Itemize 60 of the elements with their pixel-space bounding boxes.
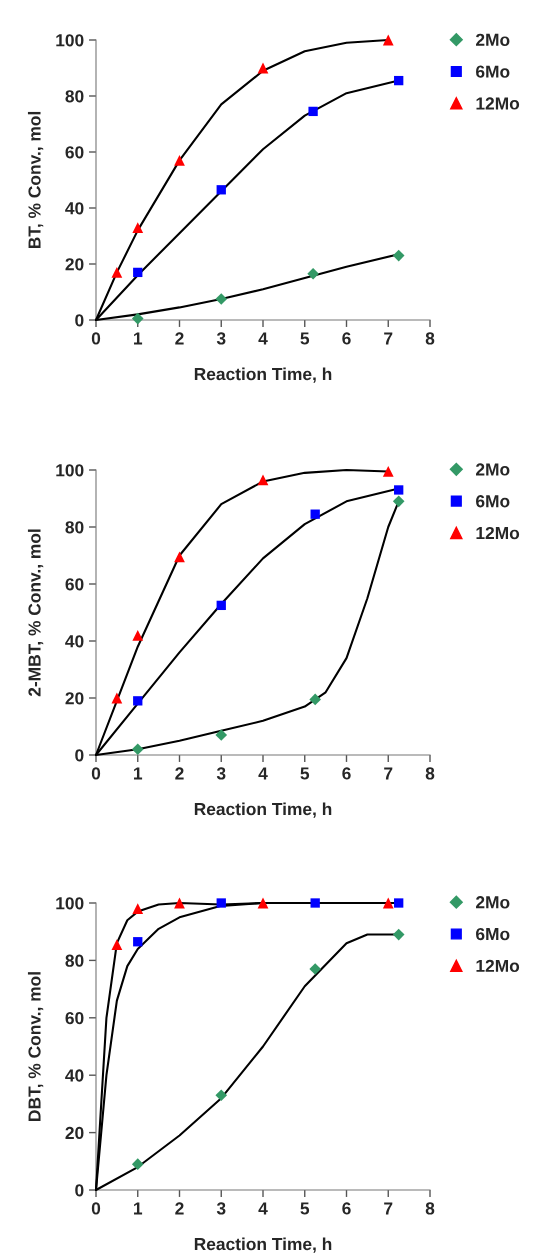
x-tick-label: 2 (175, 767, 184, 780)
legend-label: 6Mo (476, 495, 510, 508)
y-tick-label: 60 (65, 1011, 84, 1025)
x-tick-label: 5 (300, 1202, 310, 1215)
legend-label: 2Mo (476, 896, 510, 909)
x-tick-label: 0 (91, 1202, 101, 1215)
x-tick-label: 4 (258, 332, 268, 345)
x-tick-label: 6 (342, 332, 351, 345)
y-tick-label: 60 (65, 578, 84, 591)
x-tick-label: 5 (300, 332, 310, 345)
x-tick-label: 6 (342, 767, 351, 780)
x-tick-label: 4 (258, 1202, 268, 1215)
y-axis-title: 2-MBT, % Conv., mol (27, 529, 44, 697)
x-tick-label: 3 (216, 332, 226, 345)
x-tick-label: 0 (91, 332, 101, 345)
x-tick-label: 5 (300, 767, 310, 780)
y-tick-label: 40 (65, 202, 84, 215)
x-tick-label: 7 (384, 332, 393, 345)
y-tick-label: 100 (56, 464, 84, 477)
y-tick-label: 80 (65, 90, 84, 103)
y-tick-label: 20 (65, 1126, 84, 1140)
legend-label: 6Mo (476, 65, 510, 78)
y-axis-title: DBT, % Conv., mol (27, 972, 44, 1121)
y-tick-label: 100 (56, 897, 84, 910)
x-axis-title: Reaction Time, h (194, 802, 332, 818)
y-tick-label: 80 (65, 954, 84, 967)
x-tick-label: 6 (342, 1202, 351, 1215)
legend-label: 12Mo (476, 959, 520, 973)
y-tick-label: 40 (65, 1069, 84, 1082)
legend-label: 6Mo (476, 927, 510, 941)
y-axis-title: BT, % Conv., mol (27, 111, 44, 249)
x-tick-label: 8 (425, 767, 435, 780)
y-tick-label: 60 (65, 146, 84, 159)
y-tick-label: 80 (65, 521, 84, 534)
x-tick-label: 7 (384, 767, 393, 780)
y-tick-label: 0 (75, 1184, 84, 1197)
x-tick-label: 2 (175, 1202, 184, 1215)
legend-label: 12Mo (476, 97, 520, 110)
y-tick-label: 0 (75, 314, 84, 327)
legend-label: 12Mo (476, 526, 520, 540)
y-tick-label: 20 (65, 692, 84, 705)
x-tick-label: 8 (425, 332, 435, 345)
y-tick-label: 0 (75, 749, 84, 762)
x-tick-label: 1 (134, 332, 143, 345)
y-tick-label: 100 (56, 34, 84, 47)
x-tick-label: 2 (175, 332, 184, 345)
x-tick-label: 7 (384, 1202, 393, 1215)
x-tick-label: 3 (216, 767, 226, 780)
y-tick-label: 20 (65, 258, 84, 271)
legend-label: 2Mo (476, 463, 510, 476)
x-tick-label: 4 (258, 767, 268, 780)
x-tick-label: 0 (91, 767, 101, 780)
x-axis-title: Reaction Time, h (194, 367, 332, 383)
legend-label: 2Mo (476, 33, 510, 46)
x-tick-label: 1 (134, 767, 143, 780)
y-tick-label: 40 (65, 635, 84, 648)
x-tick-label: 8 (425, 1202, 435, 1215)
x-tick-label: 3 (216, 1202, 226, 1215)
x-axis-title: Reaction Time, h (194, 1237, 332, 1253)
x-tick-label: 1 (134, 1202, 143, 1215)
